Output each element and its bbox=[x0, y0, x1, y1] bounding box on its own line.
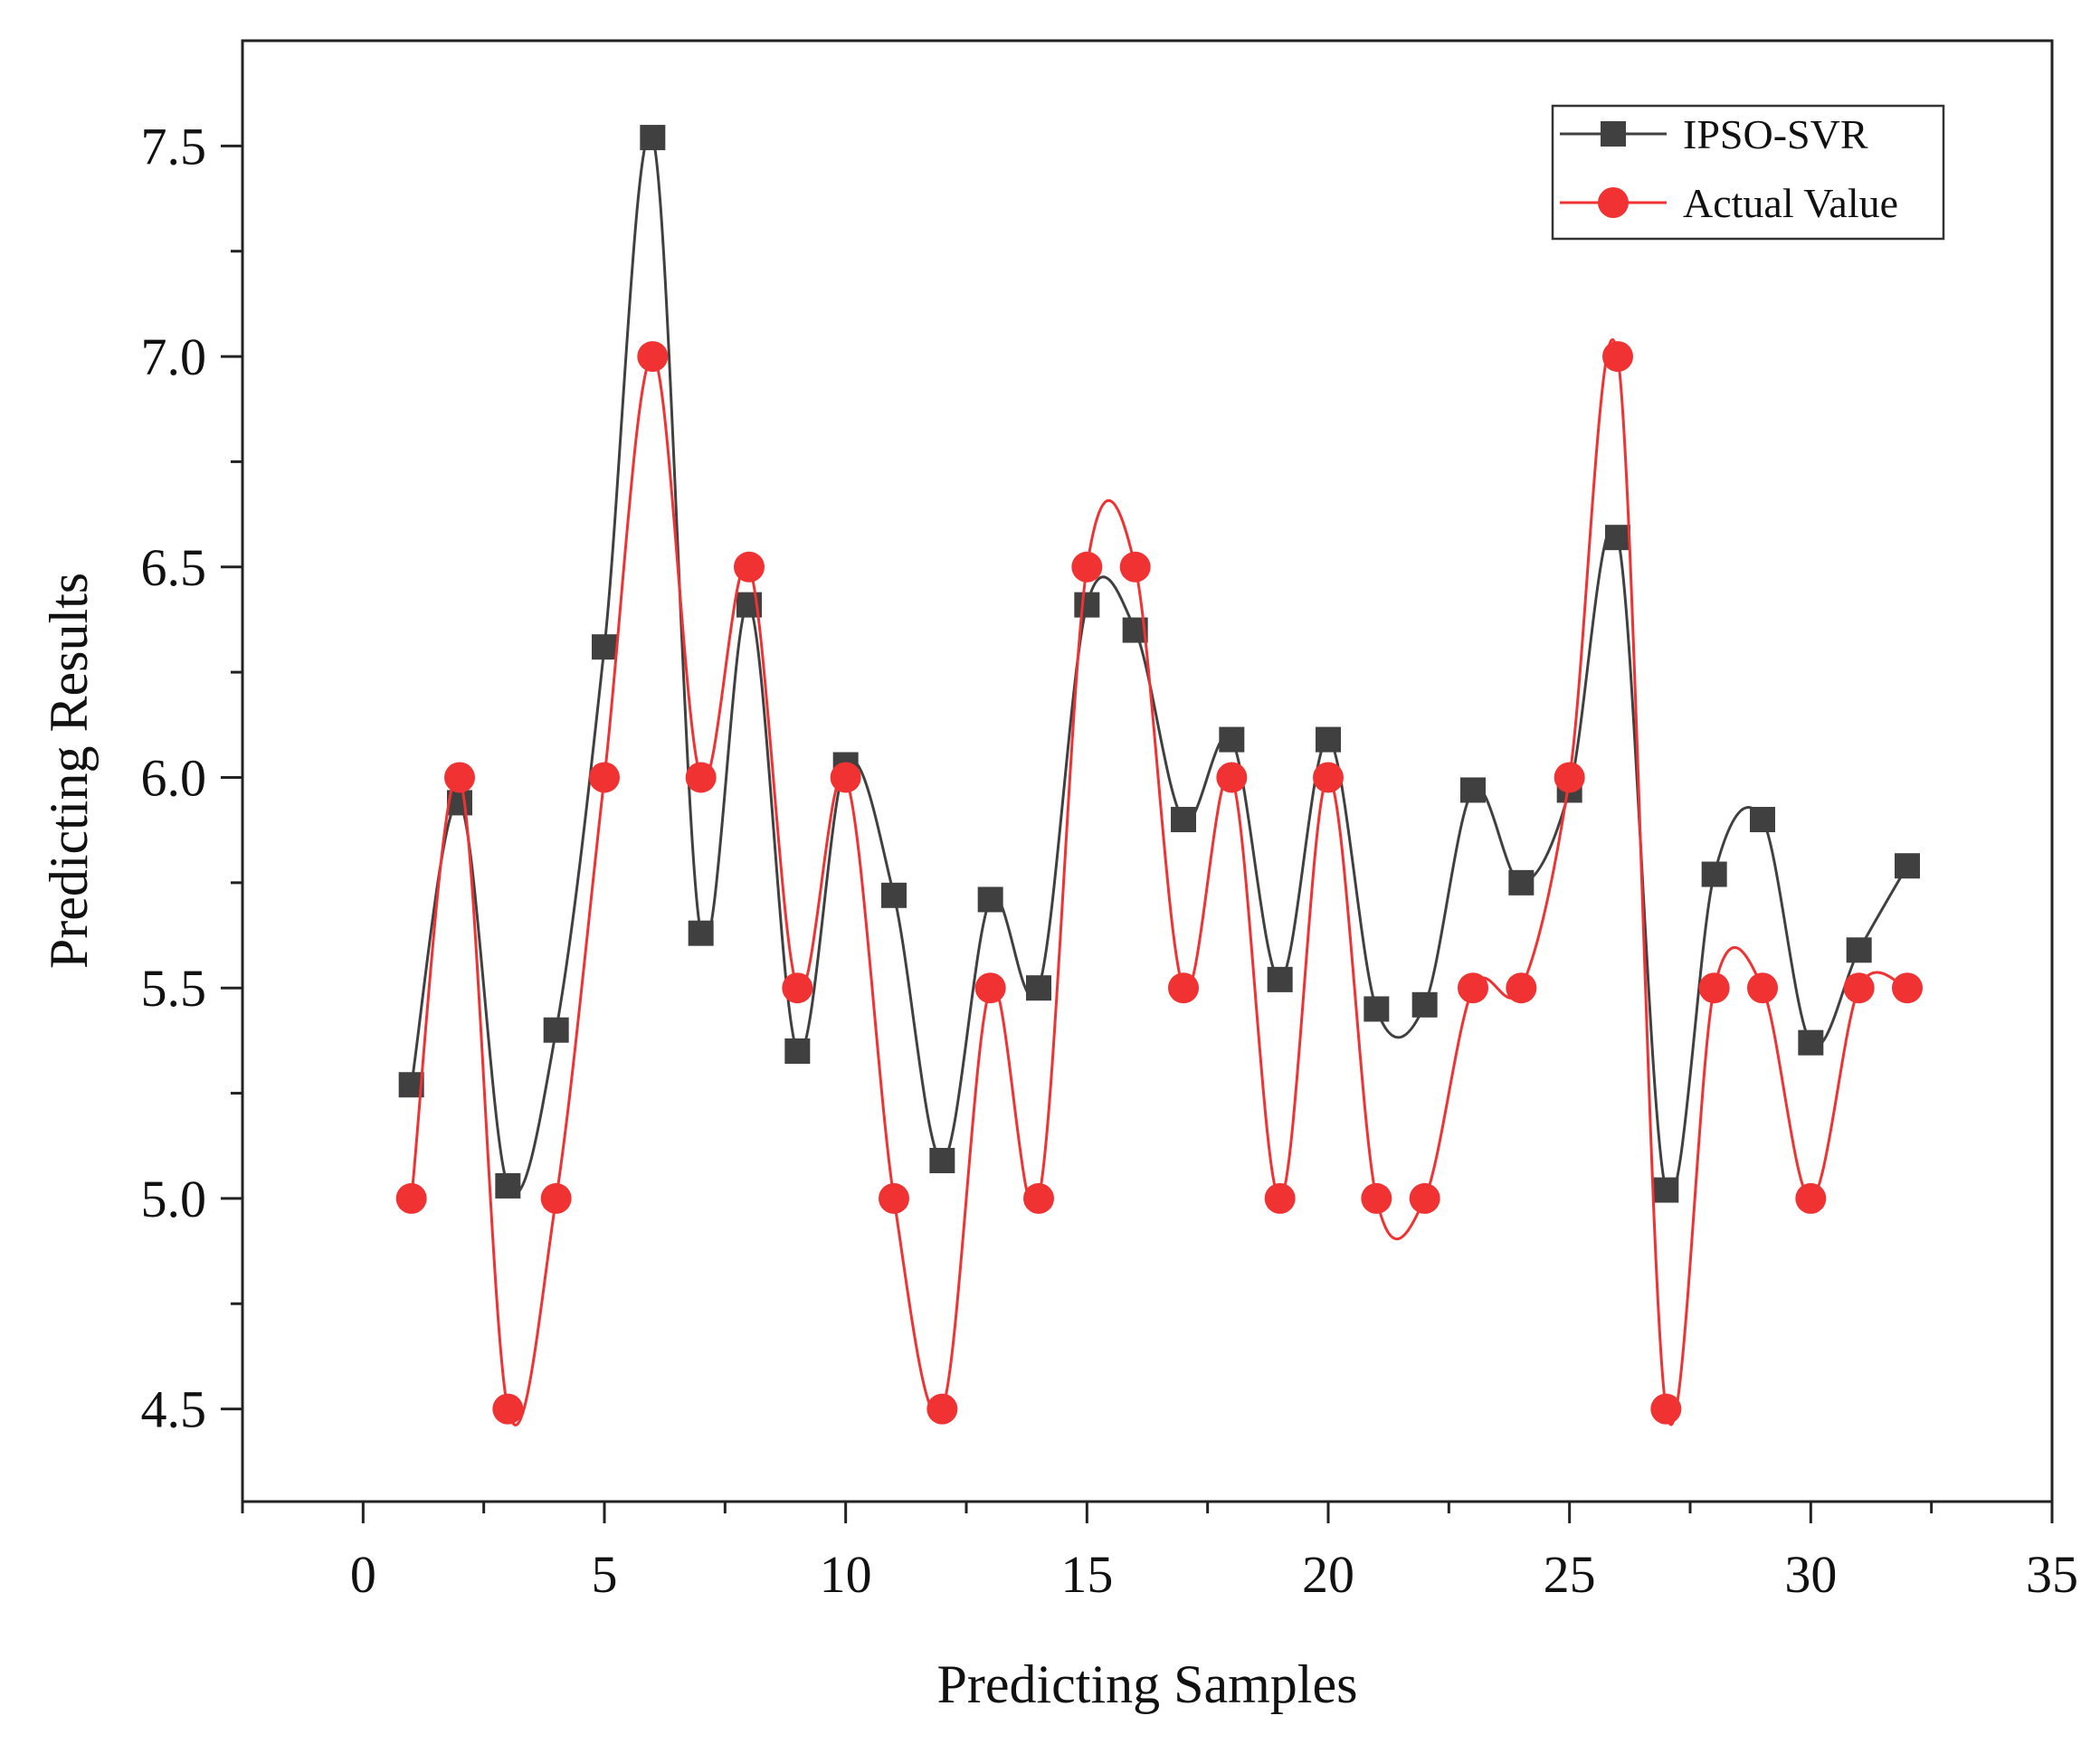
actual-value-point bbox=[1602, 341, 1633, 373]
actual-value-point bbox=[1795, 1182, 1827, 1214]
actual-value-point bbox=[1843, 972, 1875, 1004]
actual-value-point bbox=[1023, 1182, 1054, 1214]
ipso-svr-point bbox=[1750, 807, 1775, 833]
ipso-svr-point bbox=[1653, 1177, 1679, 1203]
actual-value-point bbox=[540, 1182, 572, 1214]
ipso-svr-point bbox=[881, 882, 907, 908]
y-tick-label: 7.5 bbox=[141, 117, 207, 175]
ipso-svr-point bbox=[977, 886, 1003, 913]
actual-value-point bbox=[879, 1182, 909, 1214]
actual-value-point bbox=[1409, 1182, 1440, 1214]
x-tick-label: 0 bbox=[350, 1545, 376, 1604]
ipso-svr-point bbox=[1171, 807, 1196, 833]
actual-value-point bbox=[1071, 551, 1103, 583]
legend-label-ipso-svr: IPSO-SVR bbox=[1683, 111, 1868, 157]
actual-value-point bbox=[1892, 972, 1923, 1004]
x-tick-label: 15 bbox=[1060, 1545, 1113, 1604]
ipso-svr-point bbox=[784, 1038, 811, 1065]
actual-value-point bbox=[685, 762, 717, 793]
ipso-svr-point bbox=[688, 920, 714, 946]
ipso-svr-point bbox=[1411, 991, 1438, 1018]
actual-value-point bbox=[589, 762, 620, 793]
actual-value-point bbox=[782, 972, 813, 1004]
legend: IPSO-SVR Actual Value bbox=[1551, 104, 1945, 241]
actual-value-point bbox=[1313, 762, 1344, 793]
x-tick-label: 25 bbox=[1544, 1545, 1596, 1604]
series-layer bbox=[395, 125, 1923, 1426]
ipso-svr-point bbox=[592, 634, 617, 660]
y-tick-label: 4.5 bbox=[141, 1380, 207, 1439]
actual-value-line bbox=[410, 338, 1908, 1426]
ipso-svr-point bbox=[1460, 777, 1486, 803]
x-tick-label: 35 bbox=[2026, 1545, 2078, 1604]
y-tick-label: 7.0 bbox=[141, 327, 207, 386]
x-tick-label: 5 bbox=[592, 1545, 618, 1604]
x-tick-label: 10 bbox=[820, 1545, 872, 1604]
actual-value-point bbox=[830, 762, 861, 793]
actual-value-point bbox=[1506, 972, 1537, 1004]
ipso-svr-point bbox=[495, 1172, 521, 1199]
actual-value-point bbox=[1650, 1393, 1682, 1425]
legend-marker-ipso-svr bbox=[1601, 121, 1626, 147]
ipso-svr-point bbox=[1026, 975, 1051, 1001]
actual-value-point bbox=[492, 1393, 524, 1425]
actual-value-point bbox=[1119, 551, 1151, 583]
ipso-svr-point bbox=[543, 1017, 569, 1043]
actual-value-point bbox=[974, 972, 1006, 1004]
ipso-svr-point bbox=[1219, 726, 1245, 753]
actual-value-point bbox=[734, 551, 765, 583]
ipso-svr-point bbox=[1316, 726, 1341, 753]
ipso-svr-point bbox=[1508, 869, 1535, 896]
y-tick-label: 6.5 bbox=[141, 538, 207, 597]
x-axis-title: Predicting Samples bbox=[937, 1654, 1358, 1714]
ipso-svr-point bbox=[1798, 1029, 1824, 1056]
y-tick-label: 6.0 bbox=[141, 748, 207, 807]
actual-value-point bbox=[444, 762, 475, 793]
ipso-svr-point bbox=[1364, 996, 1390, 1022]
ipso-svr-point bbox=[1074, 592, 1100, 618]
y-tick-label: 5.0 bbox=[141, 1170, 207, 1228]
ipso-svr-point bbox=[640, 125, 666, 151]
x-tick-label: 30 bbox=[1784, 1545, 1837, 1604]
y-axis-title: Predicting Results bbox=[39, 573, 99, 969]
actual-value-point bbox=[1458, 972, 1488, 1004]
legend-label-actual-value: Actual Value bbox=[1683, 180, 1898, 226]
actual-value-point bbox=[1698, 972, 1730, 1004]
x-axis: 0 5 10 15 20 25 30 35 bbox=[241, 1502, 2078, 1604]
y-axis: 4.5 5.0 5.5 6.0 6.5 7.0 7.5 bbox=[141, 117, 242, 1439]
ipso-svr-point bbox=[1846, 937, 1872, 963]
actual-value-point bbox=[1264, 1182, 1296, 1214]
actual-value-point bbox=[1216, 762, 1248, 793]
ipso-svr-point bbox=[1267, 966, 1293, 992]
actual-value-point bbox=[926, 1393, 958, 1425]
ipso-svr-point bbox=[1895, 853, 1920, 879]
x-tick-label: 20 bbox=[1302, 1545, 1354, 1604]
actual-value-point bbox=[1747, 972, 1778, 1004]
legend-marker-actual-value bbox=[1598, 187, 1629, 218]
actual-value-point bbox=[1168, 972, 1199, 1004]
actual-value-point bbox=[1554, 762, 1585, 793]
y-tick-label: 5.5 bbox=[141, 959, 207, 1018]
actual-value-point bbox=[1361, 1182, 1392, 1214]
actual-value-point bbox=[637, 341, 669, 373]
actual-value-point bbox=[395, 1182, 427, 1214]
ipso-svr-line bbox=[410, 132, 1909, 1199]
ipso-svr-point bbox=[929, 1148, 955, 1174]
ipso-svr-point bbox=[1605, 525, 1630, 551]
plot-frame bbox=[241, 39, 2054, 1503]
ipso-svr-point bbox=[1701, 861, 1727, 887]
